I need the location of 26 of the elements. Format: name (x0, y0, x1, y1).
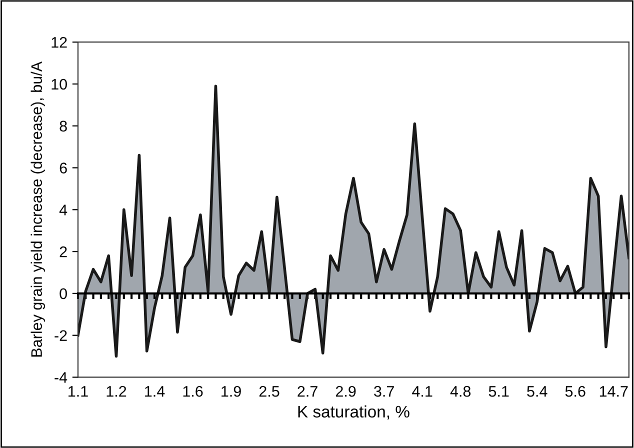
y-tick-label: 4 (59, 204, 68, 216)
x-tick-label: 4.8 (450, 386, 471, 397)
x-tick-label: 3.7 (374, 386, 394, 397)
y-tick-label: 6 (60, 162, 67, 174)
x-axis-title: K saturation, % (298, 405, 410, 420)
x-tick-label: 5.6 (565, 386, 586, 397)
y-tick-label: 8 (60, 120, 67, 132)
x-tick-label: 1.1 (68, 386, 88, 397)
x-tick-label: 5.4 (527, 386, 548, 397)
y-tick-label: -4 (54, 372, 68, 383)
y-tick-label: 10 (52, 78, 67, 90)
y-tick-label: -2 (54, 330, 67, 341)
x-tick-label: 4.1 (412, 386, 432, 397)
x-tick-label: 1.4 (145, 386, 165, 397)
y-axis-title: Barley grain yield increase (decrease), bu/A (30, 62, 46, 357)
y-tick-label: 12 (52, 36, 67, 48)
y-tick-label: 2 (60, 246, 67, 258)
x-tick-label: 1.9 (222, 386, 241, 397)
x-tick-label: 2.9 (336, 386, 356, 397)
x-tick-label: 5.1 (488, 386, 509, 397)
x-tick-label: 1.2 (106, 386, 126, 397)
y-tick-label: 0 (60, 288, 67, 300)
x-tick-label: 1.6 (183, 386, 203, 397)
x-tick-label: 14.7 (600, 386, 628, 397)
x-tick-label: 2.7 (298, 386, 318, 397)
x-tick-label: 2.5 (259, 386, 280, 397)
